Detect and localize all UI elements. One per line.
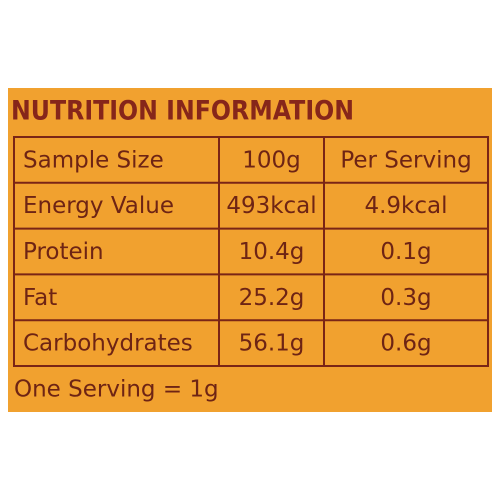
- table-cell: 0.1g: [380, 239, 431, 265]
- table-cell: 493kcal: [226, 193, 316, 219]
- table-cell: 4.9kcal: [364, 193, 447, 219]
- table-cell: Energy Value: [23, 193, 174, 219]
- table-cell: 0.6g: [380, 331, 431, 357]
- table-cell: Fat: [23, 285, 57, 311]
- table-cell: Carbohydrates: [23, 331, 193, 357]
- label-panel: [8, 88, 492, 412]
- nutrition-table: Sample Size 100g Per Serving Energy Value 49…: [13, 136, 489, 367]
- table-cell: 56.1g: [239, 331, 305, 357]
- header-cell: Sample Size: [23, 147, 164, 173]
- header-cell: 100g: [242, 147, 301, 173]
- header-cell: Per Serving: [340, 147, 471, 173]
- table-border: [13, 136, 489, 367]
- table-cell: 0.3g: [380, 285, 431, 311]
- table-cell: 25.2g: [239, 285, 305, 311]
- table-cell: 10.4g: [239, 239, 305, 265]
- title: NUTRITION INFORMATION: [11, 96, 354, 127]
- table-cell: Protein: [23, 239, 104, 265]
- footer-note: One Serving = 1g: [14, 377, 219, 403]
